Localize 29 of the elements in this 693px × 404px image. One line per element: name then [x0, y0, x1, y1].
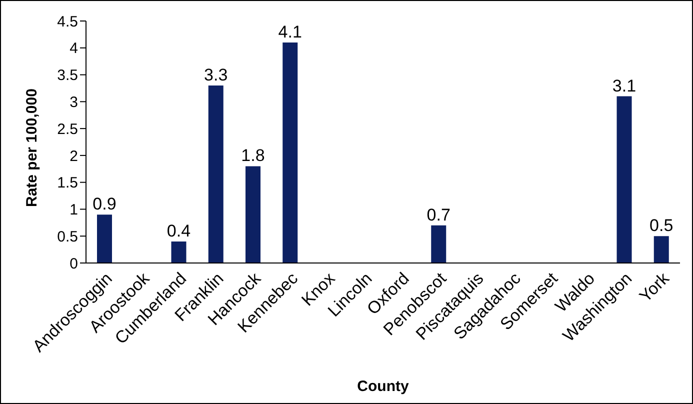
- bar: [616, 96, 632, 263]
- bar: [171, 241, 186, 263]
- bar: [246, 166, 260, 263]
- data-label: 1.8: [241, 146, 265, 166]
- data-label: 3.1: [612, 76, 636, 96]
- y-tick-label: 2: [70, 148, 78, 165]
- y-tick-label: 4: [70, 40, 78, 58]
- y-tick-label: 1: [70, 202, 78, 219]
- bar: [654, 236, 669, 263]
- bar: [97, 214, 112, 263]
- y-tick-label: 1.5: [57, 174, 78, 192]
- bar: [282, 42, 298, 263]
- data-label: 0.4: [166, 221, 191, 240]
- y-tick-label: 3: [70, 94, 78, 111]
- y-tick-label: 0: [70, 255, 78, 272]
- data-label: 0.9: [92, 194, 116, 214]
- y-axis-title: Rate per 100,000: [23, 88, 40, 207]
- y-tick-label: 0.5: [57, 228, 78, 246]
- data-label: 3.3: [204, 66, 228, 85]
- y-tick-label: 2.5: [57, 120, 78, 138]
- x-axis-title: County: [357, 378, 410, 395]
- bar: [431, 225, 446, 263]
- data-label: 0.5: [650, 216, 674, 236]
- data-label: 4.1: [278, 22, 302, 42]
- y-tick-label: 4.5: [57, 13, 78, 30]
- x-tick-label: York: [636, 268, 674, 306]
- y-tick-label: 3.5: [57, 67, 78, 84]
- data-label: 0.7: [426, 205, 450, 224]
- bar: [208, 86, 224, 263]
